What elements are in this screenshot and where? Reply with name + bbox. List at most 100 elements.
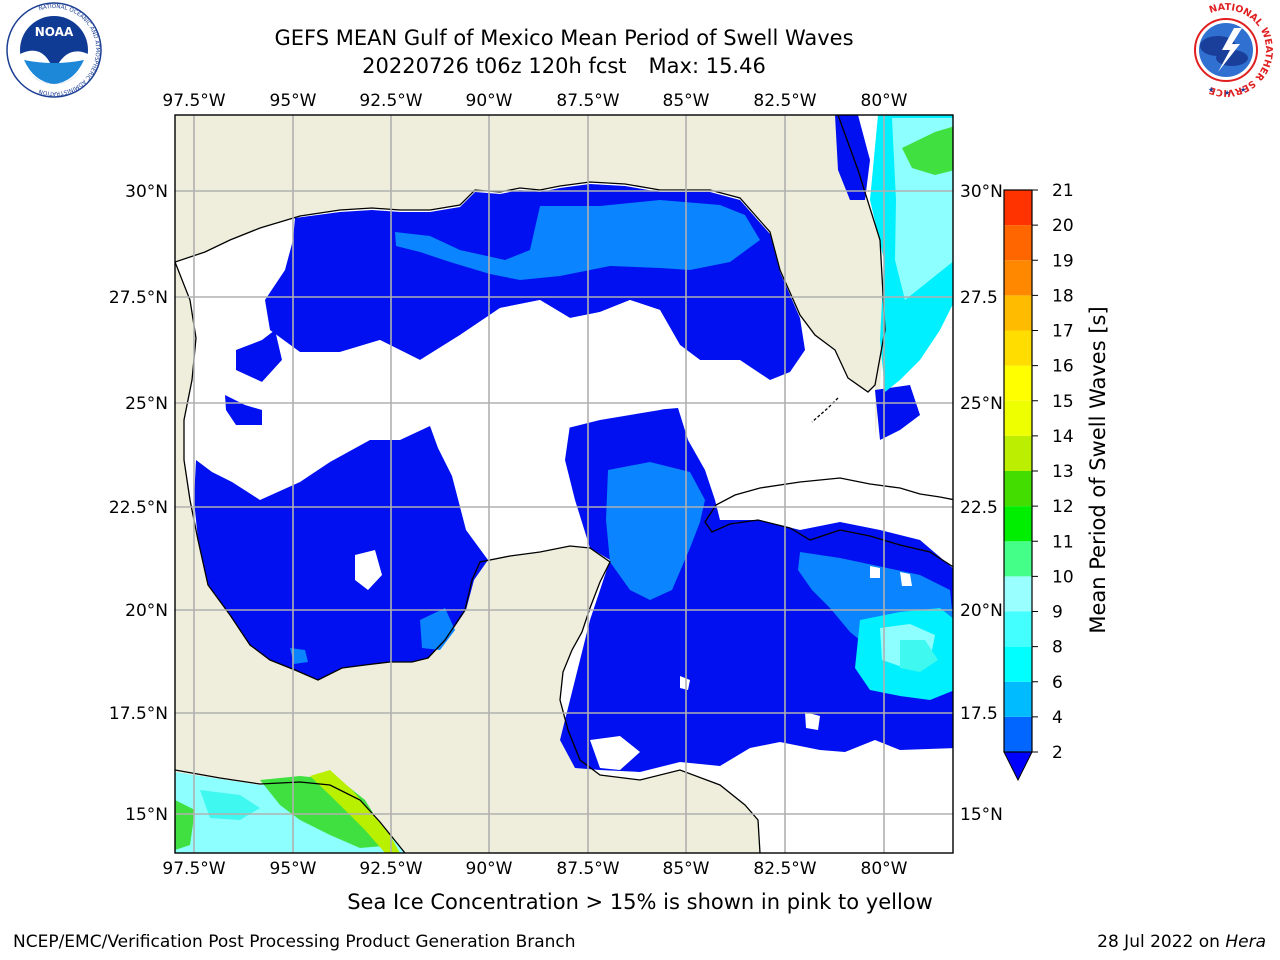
colorbar-label: Mean Period of Swell Waves [s] <box>1086 306 1110 633</box>
colorbar-tick-label: 2 <box>1052 743 1063 763</box>
colorbar-tick-label: 11 <box>1052 532 1074 552</box>
lon-label: 97.5°W <box>162 859 225 879</box>
missing-data-region <box>870 566 880 578</box>
colorbar-segment <box>1004 576 1032 612</box>
lon-label: 92.5°W <box>359 91 422 111</box>
colorbar-segment <box>1004 400 1032 436</box>
colorbar-tick-label: 6 <box>1052 673 1063 693</box>
lat-label: 15°N <box>125 805 168 825</box>
lat-label: 25°N <box>125 394 168 414</box>
colorbar-tick-label: 9 <box>1052 603 1063 623</box>
colorbar-tick-label: 17 <box>1052 322 1074 342</box>
lon-label: 90°W <box>466 859 513 879</box>
svg-text:★: ★ <box>1224 89 1230 97</box>
grid-lines <box>175 115 953 853</box>
colorbar-tick-label: 8 <box>1052 638 1063 658</box>
map-title: GEFS MEAN Gulf of Mexico Mean Period of … <box>274 26 854 50</box>
missing-data-region <box>900 572 912 586</box>
noaa-logo: NATIONAL OCEANIC AND ATMOSPHERIC ADMINIS… <box>6 2 102 98</box>
colorbar-tick-label: 13 <box>1052 462 1074 482</box>
colorbar-segment <box>1004 435 1032 471</box>
ocean-grid <box>175 115 953 853</box>
lat-label: 22.5 <box>960 498 998 518</box>
lat-label: 27.5°N <box>109 288 168 308</box>
lat-labels-right: 30°N 27.5 25°N 22.5 20°N 17.5 15°N <box>960 182 1003 825</box>
lon-labels-bottom: 97.5°W 95°W 92.5°W 90°W 87.5°W 85°W 82.5°W 80°W <box>162 859 907 879</box>
lat-label: 17.5 <box>960 704 998 724</box>
colorbar-segment <box>1004 365 1032 401</box>
lon-label: 80°W <box>861 859 908 879</box>
colorbar-segment <box>1004 506 1032 542</box>
swell-field-region <box>290 648 308 664</box>
lat-label: 30°N <box>125 182 168 202</box>
colorbar-segment <box>1004 541 1032 577</box>
swell-field-region <box>900 640 938 672</box>
colorbar-segment <box>1004 225 1032 261</box>
swell-field-region <box>236 330 282 382</box>
missing-data-region <box>236 300 700 430</box>
swell-field-region <box>606 462 705 600</box>
credit-text: NCEP/EMC/Verification Post Processing Pr… <box>13 932 576 952</box>
missing-data-region <box>590 736 640 770</box>
missing-data-region <box>355 550 382 590</box>
lon-label: 87.5°W <box>556 91 619 111</box>
colorbar-tick-label: 12 <box>1052 497 1074 517</box>
lon-label: 95°W <box>270 859 317 879</box>
lat-label: 20°N <box>125 601 168 621</box>
lat-label: 30°N <box>960 182 1003 202</box>
colorbar-segment <box>1004 611 1032 647</box>
lon-label: 95°W <box>270 91 317 111</box>
colorbar-segment <box>1004 716 1032 752</box>
lat-label: 20°N <box>960 601 1003 621</box>
swell-field-region <box>420 608 455 650</box>
colorbar-under-arrow <box>1003 751 1033 782</box>
lon-label: 97.5°W <box>162 91 225 111</box>
swell-field-region <box>175 800 195 850</box>
swell-field-region <box>902 126 953 175</box>
missing-data-region <box>680 676 690 690</box>
lon-labels-top: 97.5°W 95°W 92.5°W 90°W 87.5°W 85°W 82.5°W 80°W <box>162 91 907 111</box>
svg-text:NOAA: NOAA <box>35 25 74 39</box>
colorbar: 2 4 6 8 9 10 11 12 13 14 15 16 17 18 19 20 21 <box>1003 181 1074 782</box>
colorbar-segment <box>1004 681 1032 717</box>
colorbar-tick-label: 15 <box>1052 392 1074 412</box>
svg-text:★: ★ <box>1208 86 1214 94</box>
coastline <box>175 115 953 853</box>
sea-ice-note: Sea Ice Concentration > 15% is shown in … <box>347 890 933 914</box>
lon-label: 87.5°W <box>556 859 619 879</box>
lon-label: 80°W <box>861 91 908 111</box>
map-frame <box>174 114 954 854</box>
lon-label: 90°W <box>466 91 513 111</box>
missing-data-region <box>805 712 820 730</box>
lon-label: 85°W <box>663 859 710 879</box>
colorbar-tick-label: 4 <box>1052 708 1063 728</box>
lon-label: 82.5°W <box>753 859 816 879</box>
nws-logo: NATIONAL WEATHER SERVICE ★ ★ ★ <box>1180 2 1274 98</box>
colorbar-tick-label: 18 <box>1052 286 1074 306</box>
colorbar-segment <box>1004 330 1032 366</box>
colorbar-segment <box>1004 190 1032 226</box>
swell-field-region <box>395 200 760 280</box>
colorbar-tick-label: 19 <box>1052 251 1074 271</box>
colorbar-segment <box>1004 471 1032 507</box>
colorbar-tick-label: 14 <box>1052 427 1074 447</box>
colorbar-tick-label: 21 <box>1052 181 1074 201</box>
lat-labels-left: 30°N 27.5°N 25°N 22.5°N 20°N 17.5°N 15°N <box>109 182 168 825</box>
colorbar-tick-label: 16 <box>1052 357 1074 377</box>
lon-label: 85°W <box>663 91 710 111</box>
colorbar-segment <box>1004 646 1032 682</box>
colorbar-tick-label: 20 <box>1052 216 1074 236</box>
colorbar-segment <box>1004 295 1032 331</box>
swell-field-region <box>200 790 260 820</box>
colorbar-tick-label: 10 <box>1052 567 1074 587</box>
svg-text:★: ★ <box>1240 86 1246 94</box>
date-stamp: 28 Jul 2022 on Hera <box>1097 932 1266 952</box>
lat-label: 25°N <box>960 394 1003 414</box>
swell-field-region <box>194 426 488 680</box>
machine-name: Hera <box>1225 932 1266 952</box>
lon-label: 82.5°W <box>753 91 816 111</box>
map-subtitle: 20220726 t06z 120h fcst Max: 15.46 <box>0 54 1128 78</box>
lon-label: 92.5°W <box>359 859 422 879</box>
lat-label: 17.5°N <box>109 704 168 724</box>
